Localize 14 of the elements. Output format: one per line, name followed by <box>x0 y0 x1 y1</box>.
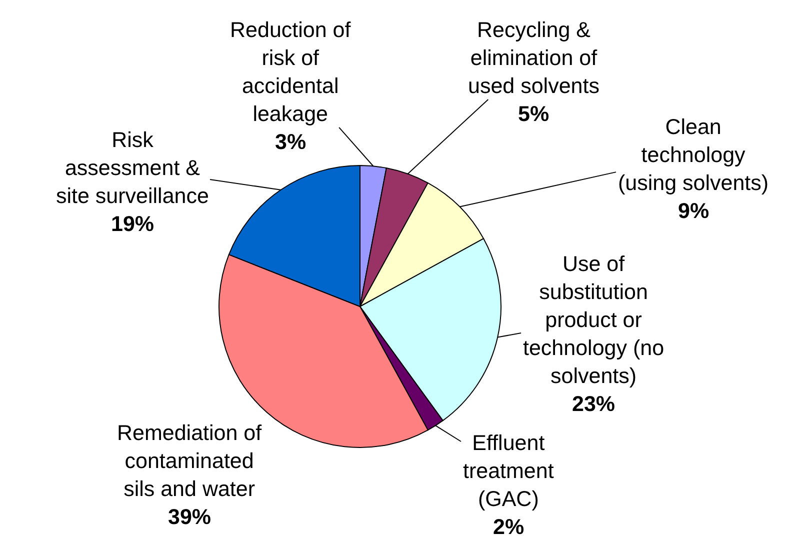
slice-label: Clean technology (using solvents) <box>618 115 769 195</box>
data-label: 23% <box>572 392 616 416</box>
data-label: 2% <box>493 515 524 539</box>
data-label: 39% <box>168 505 212 529</box>
data-label: 3% <box>275 130 306 154</box>
slice-label: Reduction of risk of accidental leakage <box>230 18 351 126</box>
data-label: 19% <box>111 212 154 236</box>
slice-label: Recycling & elimination of used solvents <box>468 18 600 98</box>
slice-label: Risk assessment & site surveillance <box>56 128 209 208</box>
slice-label: Effluent treatment (GAC) <box>463 431 554 511</box>
slice-label: Remediation of contaminated sils and water <box>117 421 262 501</box>
data-label: 5% <box>518 102 550 126</box>
data-label: 9% <box>678 199 710 223</box>
slice-label: Use of substitution product or technology (no solvents) <box>523 252 664 388</box>
